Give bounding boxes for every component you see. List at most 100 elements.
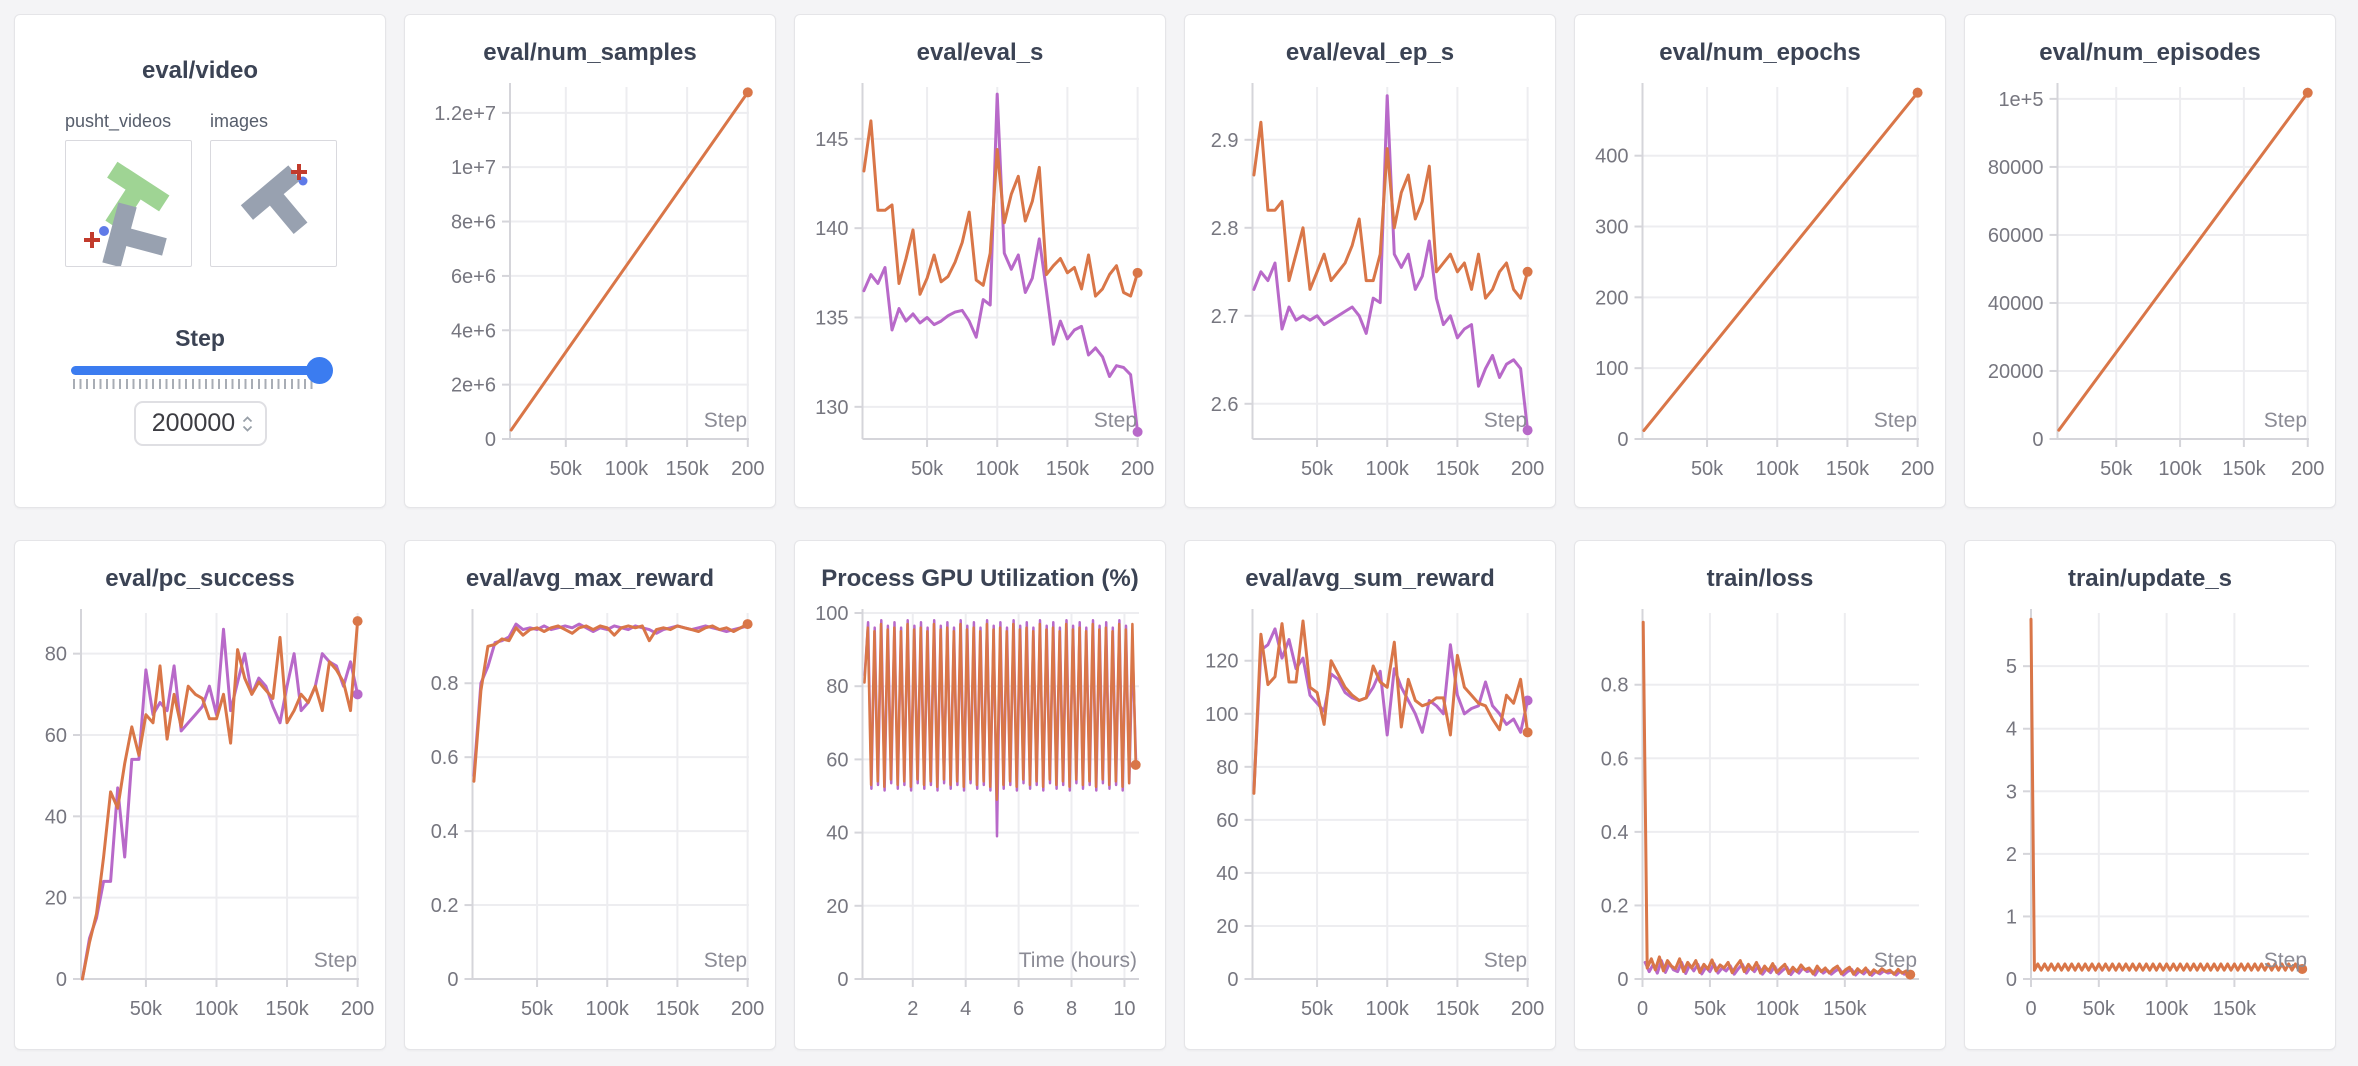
slider-thumb[interactable] (306, 357, 333, 384)
svg-text:2.7: 2.7 (1211, 306, 1239, 328)
svg-text:Step: Step (1094, 409, 1137, 432)
svg-text:80: 80 (1216, 757, 1238, 779)
svg-text:Step: Step (2264, 409, 2307, 432)
svg-text:Step: Step (1874, 409, 1917, 432)
chart-canvas-train-loss[interactable]: 0 0.2 0.4 0.6 0.8 0 50k 100k 150k Step (1575, 597, 1945, 1035)
panel-eval-eval-ep-s: eval/eval_ep_s 2.6 2.7 2.8 2.9 50k 100k 150k 20… (1184, 14, 1556, 508)
thumb-label: images (210, 111, 269, 131)
panel-eval-num-epochs: eval/num_epochs 0 100 200 300 400 50k 100k 150k… (1574, 14, 1946, 508)
svg-text:0: 0 (2032, 429, 2043, 451)
svg-text:40: 40 (1216, 863, 1238, 885)
chart-title: eval/num_epochs (1659, 39, 1861, 66)
chart-canvas-eval-num-episodes[interactable]: 0 20000 40000 60000 80000 1e+5 50k 100k 150k 200 S… (1965, 71, 2335, 495)
svg-text:2e+6: 2e+6 (451, 375, 496, 397)
chart-canvas-eval-num-epochs[interactable]: 0 100 200 300 400 50k 100k 150k 200 Step (1575, 71, 1945, 495)
agent-dot (99, 226, 109, 236)
svg-text:150k: 150k (656, 998, 700, 1020)
step-slider[interactable] (71, 357, 333, 389)
thumb-images[interactable]: images (210, 111, 337, 267)
svg-text:100k: 100k (976, 458, 1020, 480)
goal-cross (291, 164, 307, 180)
svg-text:200: 200 (731, 998, 764, 1020)
svg-text:100: 100 (815, 603, 848, 625)
pusht-video-frame[interactable] (65, 140, 192, 267)
svg-text:20000: 20000 (1988, 361, 2044, 383)
svg-text:0: 0 (837, 969, 848, 991)
panel-train-loss: train/loss 0 0.2 0.4 0.6 0.8 0 50k 100k 150k Step (1574, 540, 1946, 1050)
svg-text:2: 2 (2006, 844, 2017, 866)
svg-text:150k: 150k (265, 998, 309, 1020)
svg-text:0.8: 0.8 (1601, 675, 1629, 697)
svg-text:0: 0 (2006, 969, 2017, 991)
chart-title: eval/eval_s (916, 39, 1044, 66)
chevron-up-icon[interactable] (242, 415, 253, 423)
video-thumbnails-row: pusht_videos images (65, 111, 337, 267)
svg-text:100k: 100k (1756, 458, 1800, 480)
chart-canvas-eval-pc-success[interactable]: 0 20 40 60 80 50k 100k 150k 200 Step (15, 597, 385, 1035)
step-value-box (133, 401, 267, 446)
svg-text:2.8: 2.8 (1211, 218, 1239, 240)
svg-text:150k: 150k (1046, 458, 1090, 480)
images-frame[interactable] (210, 140, 337, 267)
svg-text:50k: 50k (2100, 458, 2133, 480)
svg-text:50k: 50k (1694, 998, 1727, 1020)
svg-text:Step: Step (1874, 949, 1917, 972)
svg-text:0: 0 (2025, 998, 2036, 1020)
svg-text:0: 0 (1617, 969, 1628, 991)
chart-canvas-eval-num-samples[interactable]: 0 2e+6 4e+6 6e+6 8e+6 1e+7 1.2e+7 50k 100k 150k 20… (405, 71, 775, 495)
svg-text:4: 4 (2006, 719, 2017, 741)
step-value-input[interactable] (149, 408, 238, 439)
thumb-pusht-videos[interactable]: pusht_videos (65, 111, 192, 267)
svg-text:5: 5 (2006, 656, 2017, 678)
svg-text:4e+6: 4e+6 (451, 320, 496, 342)
panel-eval-avg-sum-reward: eval/avg_sum_reward 0 20 40 60 80 100 120 50k 10… (1184, 540, 1556, 1050)
svg-text:6e+6: 6e+6 (451, 266, 496, 288)
svg-text:0.4: 0.4 (431, 821, 459, 843)
chart-canvas-train-update-s[interactable]: 0 1 2 3 4 5 0 50k 100k 150k Step (1965, 597, 2335, 1035)
chevron-down-icon[interactable] (242, 425, 253, 432)
chart-canvas-eval-avg-sum-reward[interactable]: 0 20 40 60 80 100 120 50k 100k 150k 200 Step (1185, 597, 1555, 1035)
svg-text:100k: 100k (1756, 998, 1800, 1020)
svg-text:150k: 150k (2222, 458, 2266, 480)
svg-text:80: 80 (45, 644, 67, 666)
svg-text:150k: 150k (1826, 458, 1870, 480)
svg-text:20: 20 (45, 888, 67, 910)
svg-text:200: 200 (1511, 458, 1544, 480)
chart-canvas-eval-avg-max-reward[interactable]: 0 0.2 0.4 0.6 0.8 50k 100k 150k 200 Step (405, 597, 775, 1035)
svg-text:200: 200 (731, 458, 764, 480)
svg-text:80: 80 (826, 676, 848, 698)
svg-text:8: 8 (1066, 998, 1077, 1020)
svg-text:50k: 50k (550, 458, 583, 480)
chart-canvas-eval-eval-s[interactable]: 130 135 140 145 50k 100k 150k 200 Step (795, 71, 1165, 495)
svg-text:60: 60 (826, 749, 848, 771)
svg-text:200: 200 (1511, 998, 1544, 1020)
svg-text:130: 130 (815, 397, 848, 419)
svg-text:1.2e+7: 1.2e+7 (434, 103, 496, 125)
chart-title: train/loss (1706, 565, 1814, 592)
svg-text:2.6: 2.6 (1211, 394, 1239, 416)
panel-title-eval-video: eval/video (141, 57, 259, 84)
svg-text:200: 200 (1901, 458, 1934, 480)
svg-text:8e+6: 8e+6 (451, 212, 496, 234)
thumb-label: pusht_videos (65, 111, 172, 131)
svg-text:100k: 100k (2145, 998, 2189, 1020)
panel-eval-video: eval/video pusht_videos images (14, 14, 386, 508)
stepper-arrows[interactable] (242, 415, 253, 432)
svg-text:140: 140 (815, 218, 848, 240)
gray-t-shape (102, 202, 167, 266)
svg-text:1e+5: 1e+5 (1998, 89, 2043, 111)
chart-title: Process GPU Utilization (%) (821, 565, 1139, 592)
chart-canvas-eval-eval-ep-s[interactable]: 2.6 2.7 2.8 2.9 50k 100k 150k 200 Step (1185, 71, 1555, 495)
svg-text:300: 300 (1595, 217, 1628, 239)
slider-track[interactable] (71, 357, 333, 384)
svg-text:50k: 50k (1301, 458, 1334, 480)
panel-train-update-s: train/update_s 0 1 2 3 4 5 0 50k 100k 150k Step (1964, 540, 2336, 1050)
svg-text:Step: Step (1484, 409, 1527, 432)
svg-text:200: 200 (1595, 287, 1628, 309)
svg-text:6: 6 (1013, 998, 1024, 1020)
chart-title: eval/avg_sum_reward (1245, 565, 1495, 592)
svg-text:Step: Step (314, 949, 357, 972)
chart-canvas-process-gpu-utilization[interactable]: 0 20 40 60 80 100 2 4 6 8 10 Time (hours) (795, 597, 1165, 1035)
svg-text:4: 4 (960, 998, 971, 1020)
